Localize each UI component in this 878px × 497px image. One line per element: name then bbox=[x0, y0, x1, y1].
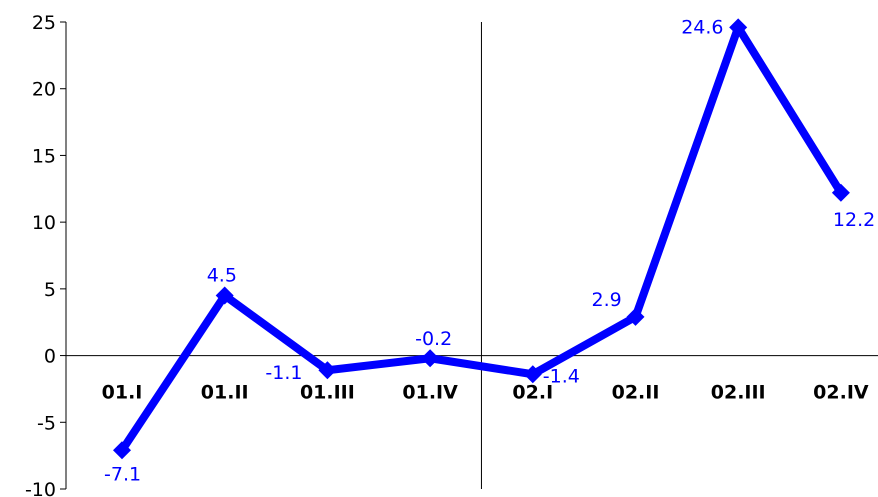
data-value-label: 24.6 bbox=[681, 16, 723, 38]
data-point-marker bbox=[626, 307, 645, 326]
data-point-marker bbox=[729, 18, 748, 37]
x-tick-label: 01.I bbox=[102, 382, 143, 404]
data-point-marker bbox=[523, 365, 542, 384]
x-tick-label: 01.II bbox=[201, 382, 249, 404]
data-value-label: -1.4 bbox=[543, 365, 580, 387]
data-value-label: -7.1 bbox=[104, 463, 141, 485]
axes bbox=[65, 22, 878, 489]
data-labels: -7.1 4.5 -1.1 -0.2 -1.4 2.9 24.6 12.2 bbox=[104, 16, 875, 485]
y-tick-label: 0 bbox=[44, 346, 56, 368]
series-line bbox=[118, 23, 845, 453]
x-tick-label: 02.I bbox=[512, 382, 553, 404]
x-tick-label: 02.III bbox=[711, 382, 766, 404]
data-value-label: 12.2 bbox=[833, 209, 875, 231]
y-tick-label: -10 bbox=[25, 479, 56, 497]
data-point-marker bbox=[215, 286, 234, 305]
y-tick-label: 25 bbox=[32, 12, 56, 34]
data-value-label: -0.2 bbox=[415, 328, 452, 350]
data-value-label: -1.1 bbox=[265, 362, 302, 384]
y-tick-label: 5 bbox=[44, 279, 56, 301]
data-value-label: 4.5 bbox=[207, 265, 237, 287]
data-point-marker bbox=[831, 183, 850, 202]
x-tick-label: 01.IV bbox=[402, 382, 458, 404]
y-axis-ticks: -10 -5 0 5 10 15 20 25 bbox=[25, 12, 66, 497]
x-tick-label: 02.II bbox=[612, 382, 660, 404]
y-tick-label: -5 bbox=[37, 412, 56, 434]
data-point-marker bbox=[113, 441, 131, 460]
data-point-marker bbox=[318, 361, 337, 380]
y-tick-label: 15 bbox=[32, 145, 56, 167]
data-point-marker bbox=[421, 349, 440, 368]
data-value-label: 2.9 bbox=[592, 289, 622, 311]
y-tick-label: 20 bbox=[32, 79, 56, 101]
x-tick-label: 01.III bbox=[300, 382, 355, 404]
series-layer bbox=[113, 18, 850, 460]
x-tick-label: 02.IV bbox=[813, 382, 869, 404]
y-tick-label: 10 bbox=[32, 212, 56, 234]
x-axis-labels: 01.I 01.II 01.III 01.IV 02.I 02.II 02.III 02.IV bbox=[102, 382, 869, 404]
